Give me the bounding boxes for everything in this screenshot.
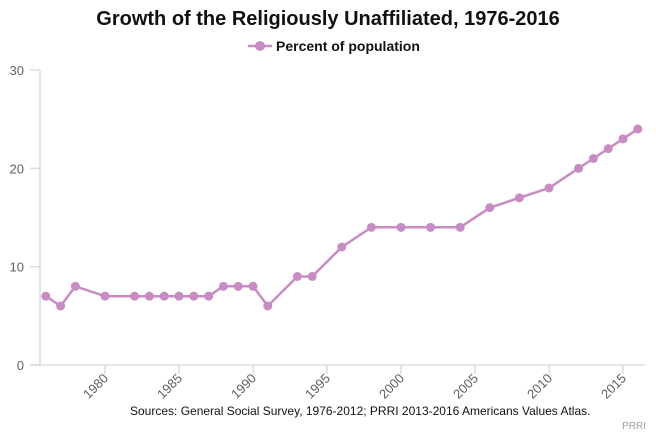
y-tick-label: 30	[10, 63, 24, 78]
x-tick-label: 2005	[450, 371, 481, 402]
data-point	[544, 183, 554, 193]
source-note: Sources: General Social Survey, 1976-201…	[130, 404, 591, 418]
x-tick-label: 2015	[598, 371, 629, 402]
credit-label: PRRI	[622, 421, 646, 432]
x-tick-label: 2010	[524, 371, 555, 402]
data-point	[396, 222, 406, 232]
data-point	[455, 222, 465, 232]
y-tick-label: 20	[10, 161, 24, 176]
series-line	[45, 127, 639, 308]
data-point	[174, 291, 184, 301]
data-point	[292, 272, 302, 281]
y-tick-label: 0	[17, 358, 24, 373]
chart-title: Growth of the Religiously Unaffiliated, …	[96, 8, 560, 30]
x-tick-label: 1985	[154, 371, 185, 402]
y-tick-label: 10	[10, 260, 24, 275]
data-point	[618, 134, 628, 144]
data-point	[514, 193, 524, 203]
data-point	[159, 291, 169, 301]
data-point	[603, 144, 613, 154]
data-point	[426, 222, 436, 232]
data-point	[189, 291, 199, 301]
data-point	[41, 291, 51, 301]
data-point	[307, 272, 317, 281]
data-point	[337, 242, 347, 252]
data-point	[70, 281, 80, 291]
x-tick-label: 2000	[376, 371, 407, 402]
legend[interactable]: Percent of population	[248, 37, 420, 55]
data-point	[248, 281, 258, 291]
data-point	[56, 301, 66, 311]
data-point	[218, 281, 228, 291]
data-point	[633, 124, 643, 134]
legend-marker-icon	[248, 41, 272, 51]
data-point	[588, 154, 598, 163]
x-tick-label: 1990	[228, 371, 259, 402]
data-point	[485, 203, 495, 213]
data-point	[130, 291, 140, 301]
x-tick-label: 1995	[302, 371, 333, 402]
data-point	[366, 222, 376, 232]
data-point	[574, 163, 584, 173]
data-point	[263, 301, 273, 311]
data-point	[233, 281, 243, 291]
legend-label: Percent of population	[276, 38, 420, 54]
data-point	[204, 291, 214, 301]
data-point	[144, 291, 154, 301]
data-point	[100, 291, 110, 301]
x-tick-label: 1980	[80, 371, 111, 402]
